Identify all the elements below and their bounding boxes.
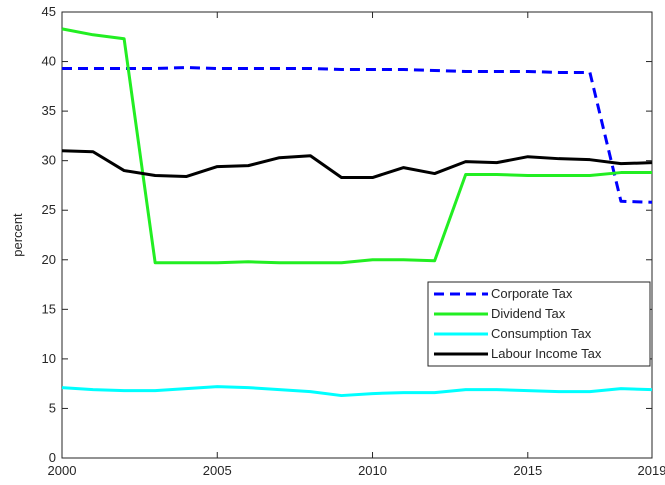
y-tick-label: 15 [42, 301, 56, 316]
legend-label: Labour Income Tax [491, 346, 602, 361]
y-tick-label: 10 [42, 351, 56, 366]
y-tick-label: 40 [42, 54, 56, 69]
legend-label: Corporate Tax [491, 286, 573, 301]
series-line [62, 66, 653, 204]
legend-label: Dividend Tax [491, 306, 566, 321]
legend-label: Consumption Tax [491, 326, 592, 341]
x-tick-label: 2000 [48, 463, 77, 478]
y-axis-label: percent [10, 213, 25, 257]
y-tick-label: 25 [42, 202, 56, 217]
plot-frame [61, 11, 653, 459]
y-tick-label: 0 [49, 450, 56, 465]
x-tick-label: 2005 [203, 463, 232, 478]
x-tick-label: 2015 [513, 463, 542, 478]
y-tick-label: 45 [42, 4, 56, 19]
legend: Corporate Tax Dividend Tax Consumption Tax… [427, 281, 651, 367]
y-tick-label: 5 [49, 400, 56, 415]
series-line [61, 27, 652, 265]
y-tick-label: 35 [42, 103, 56, 118]
series-line [61, 149, 653, 180]
series-line [61, 385, 653, 398]
y-tick-label: 30 [42, 153, 56, 168]
x-tick-label: 2010 [358, 463, 387, 478]
x-tick-label: 2019 [638, 463, 665, 478]
legend-box [427, 281, 651, 367]
y-tick-label: 20 [42, 252, 56, 267]
